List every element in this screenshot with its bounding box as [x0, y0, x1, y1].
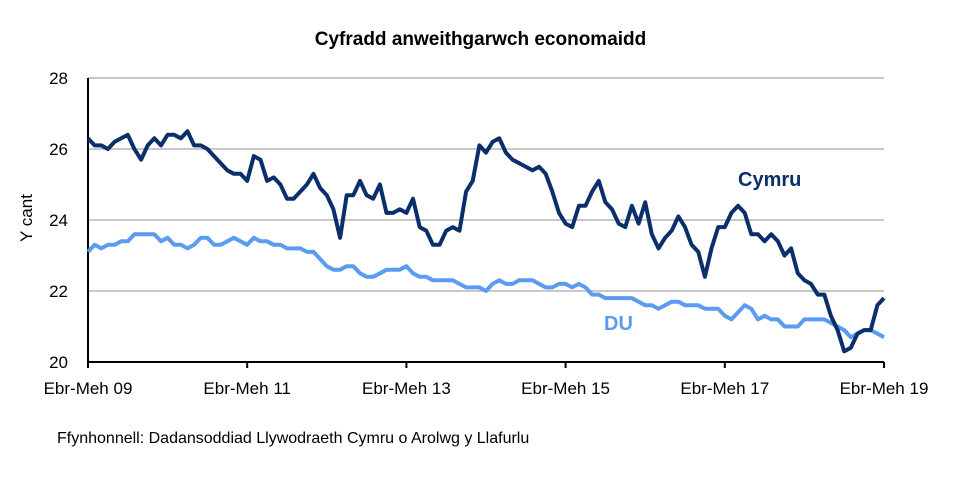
x-tick-label: Ebr-Meh 13	[362, 379, 451, 398]
series-label-cymru: Cymru	[738, 169, 801, 191]
series-line-cymru	[86, 129, 886, 354]
chart-title: Cyfradd anweithgarwch economaidd	[314, 29, 647, 50]
y-tick-label: 22	[49, 282, 68, 301]
x-tick-label: Ebr-Meh 19	[840, 379, 929, 398]
y-tick-label: 26	[49, 140, 68, 159]
source-note: Ffynhonnell: Dadansoddiad Llywodraeth Cy…	[57, 430, 530, 447]
x-tick-label: Ebr-Meh 11	[203, 379, 291, 398]
y-tick-label: 28	[49, 69, 68, 88]
x-tick-label: Ebr-Meh 15	[521, 379, 610, 398]
series-line-du	[86, 232, 885, 340]
series-label-du: DU	[604, 313, 633, 335]
y-tick-label: 20	[49, 353, 68, 372]
x-tick-label: Ebr-Meh 17	[680, 379, 769, 398]
x-tick-label: Ebr-Meh 09	[44, 379, 133, 398]
y-tick-label: 24	[49, 211, 68, 230]
